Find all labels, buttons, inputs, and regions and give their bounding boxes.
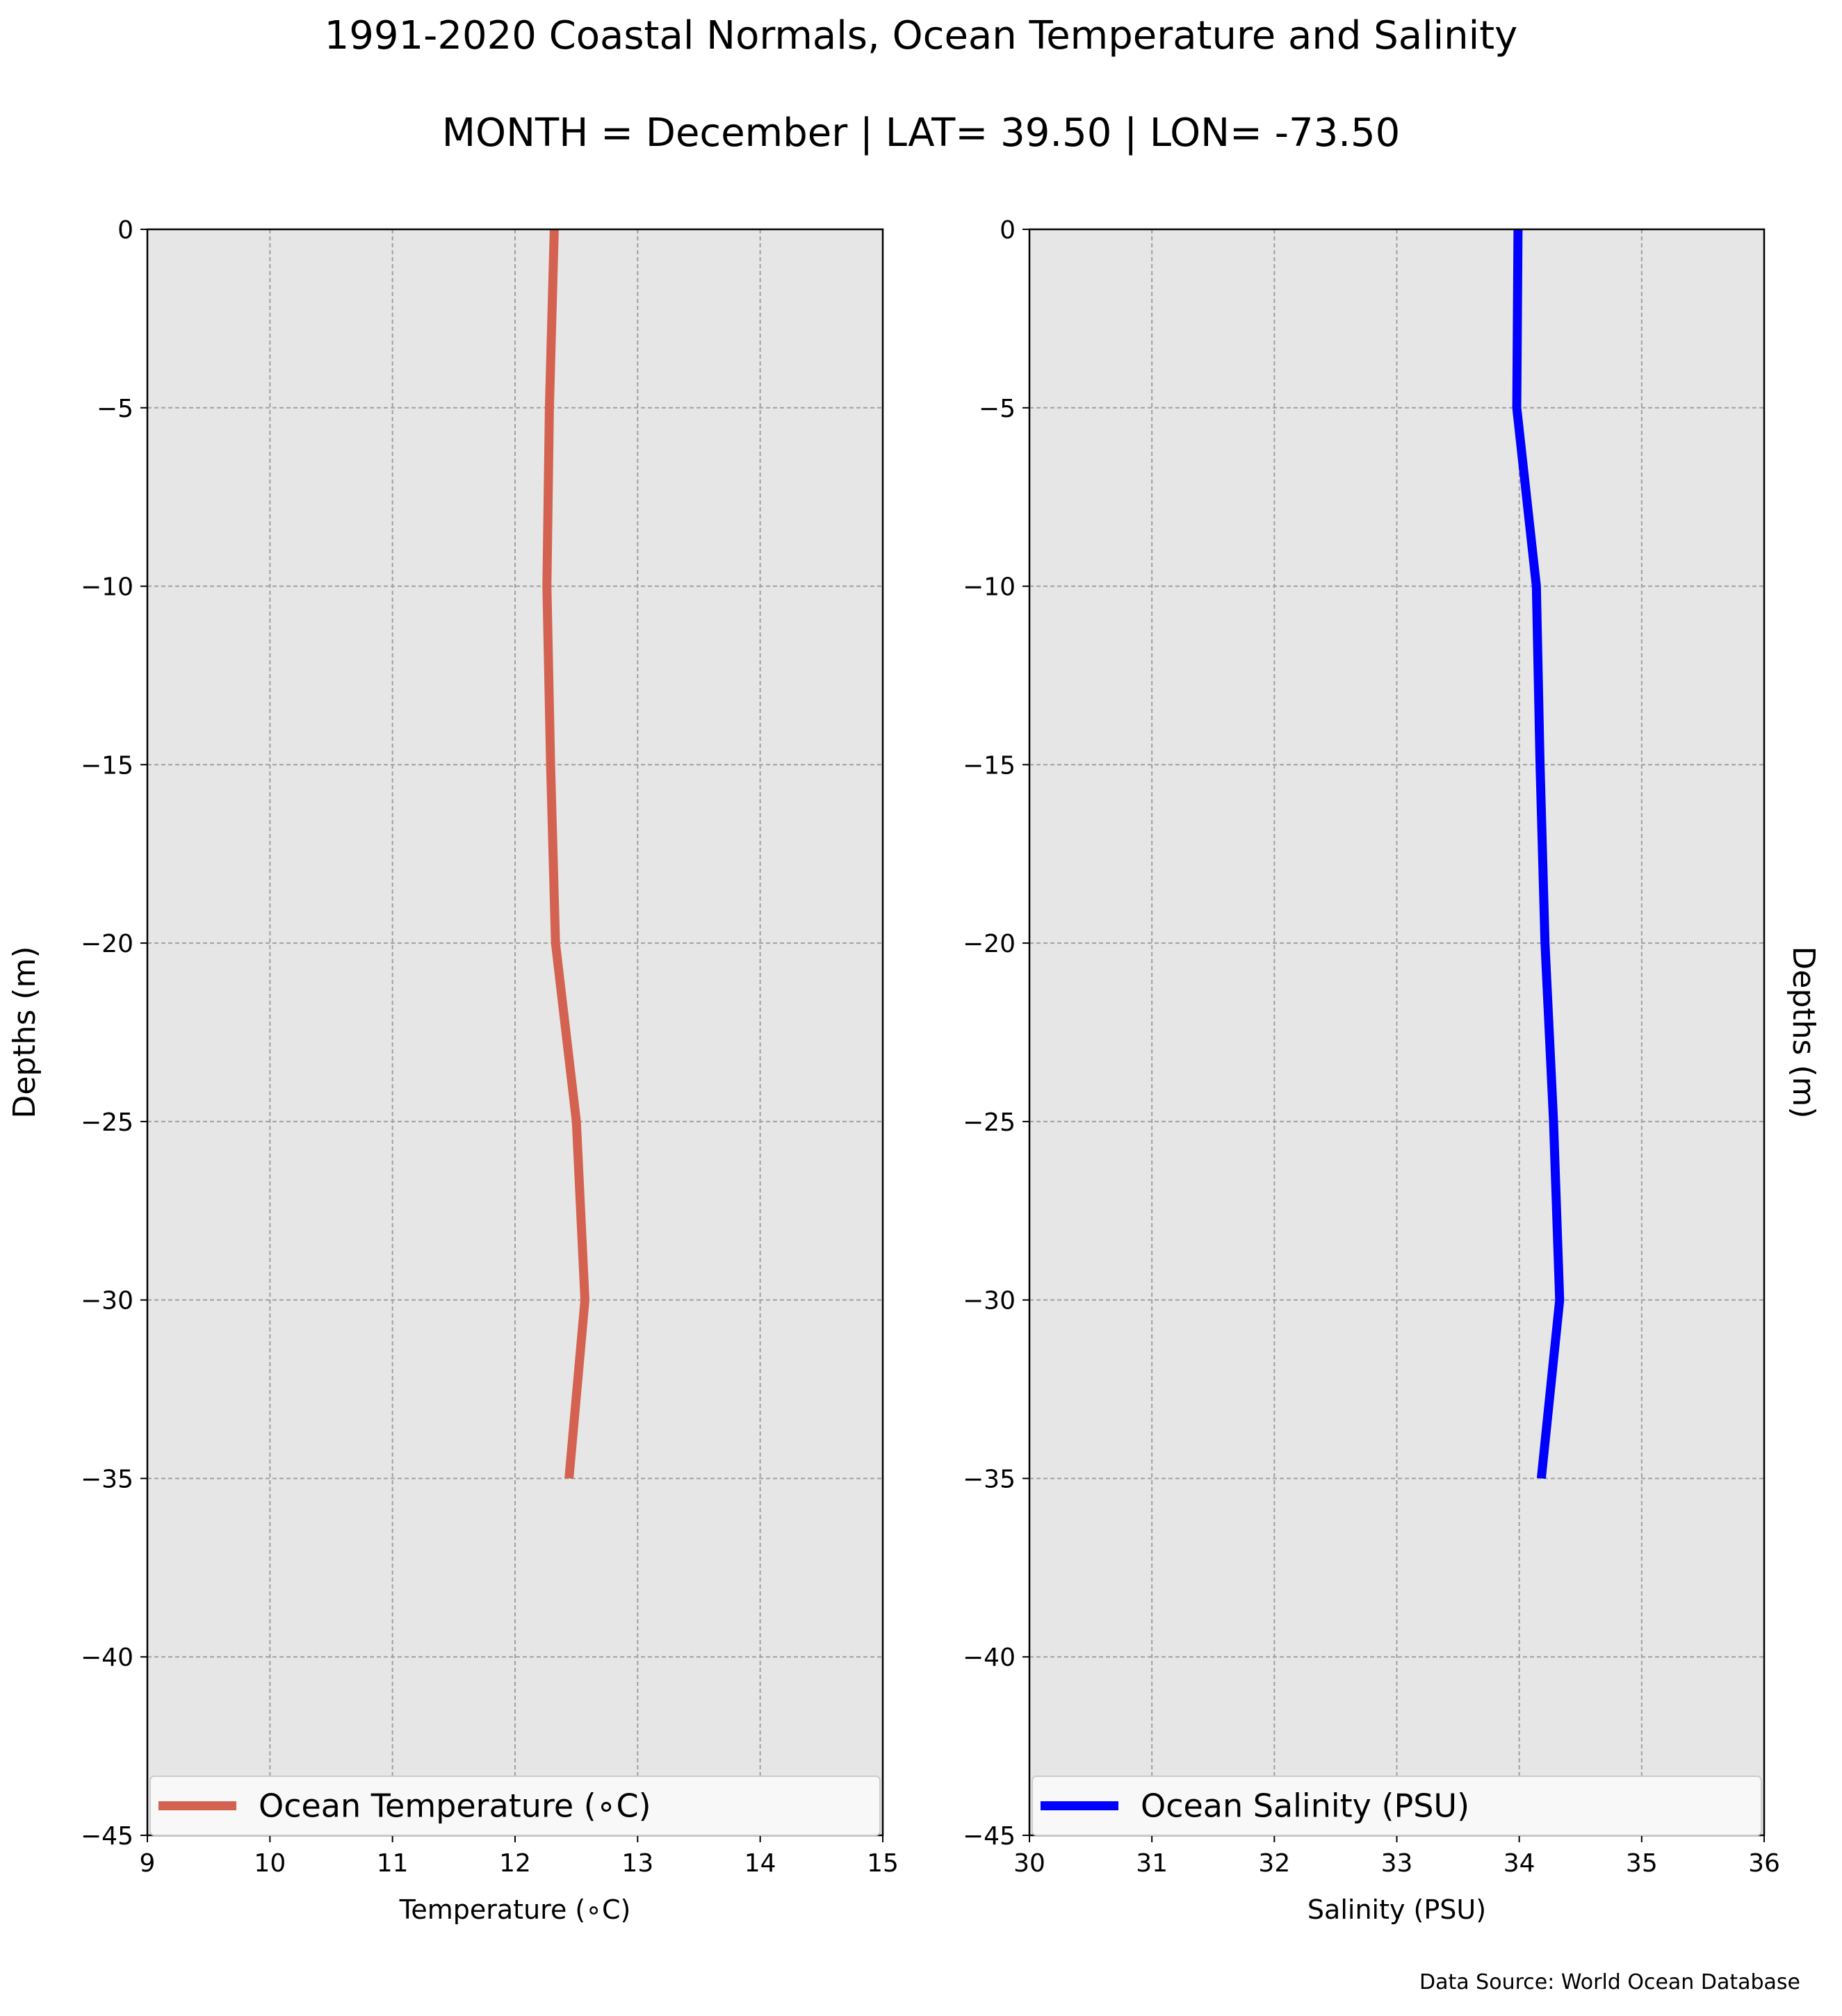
y-tick-label: 0 xyxy=(1000,216,1016,245)
x-tick-label: 34 xyxy=(1503,1849,1535,1878)
x-tick-label: 36 xyxy=(1748,1849,1780,1878)
x-tick-label: 10 xyxy=(254,1849,286,1878)
x-tick-label: 31 xyxy=(1136,1849,1168,1878)
y-tick-label: −15 xyxy=(963,751,1016,780)
legend-label: Ocean Temperature (∘C) xyxy=(259,1787,651,1825)
y-tick-label: −40 xyxy=(963,1644,1016,1672)
legend-box xyxy=(149,1776,881,1836)
y-tick-label: −10 xyxy=(81,573,133,602)
chart-panels: 9 10 11 12 13 14 15 0 −5 −10 −15 −20 −25 −30 −35 −40 −45… xyxy=(7,216,1821,1925)
y-tick-label: −5 xyxy=(979,395,1016,423)
y-tick-label: −25 xyxy=(963,1108,1016,1137)
chart-subtitle: MONTH = December | LAT= 39.50 | LON= -73… xyxy=(442,110,1401,156)
y-tick-label: −35 xyxy=(963,1465,1016,1493)
x-tick-label: 15 xyxy=(867,1849,899,1878)
chart-panel-1: 9 10 11 12 13 14 15 0 −5 −10 −15 −20 −25 −30 −35 −40 −45… xyxy=(7,216,899,1925)
y-tick-label: −10 xyxy=(963,573,1016,602)
x-axis-label: Temperature (∘C) xyxy=(399,1894,631,1925)
y-axis-label: Depths (m) xyxy=(7,946,42,1118)
x-tick-label: 12 xyxy=(499,1849,531,1878)
y-tick-label: −5 xyxy=(97,395,133,423)
x-tick-label: 35 xyxy=(1626,1849,1658,1878)
y-tick-label: −40 xyxy=(81,1644,133,1672)
series-line xyxy=(542,229,590,1479)
chart-title: 1991-2020 Coastal Normals, Ocean Tempera… xyxy=(325,13,1518,58)
chart-panel-2: 30 31 32 33 34 35 36 0 −5 −10 −15 −20 −25 −30 −35 −40 −4… xyxy=(963,216,1821,1925)
x-tick-label: 30 xyxy=(1013,1849,1045,1878)
y-tick-label: −15 xyxy=(81,751,133,780)
x-tick-label: 9 xyxy=(140,1849,156,1878)
y-tick-label: −30 xyxy=(81,1287,133,1316)
legend-label: Ocean Salinity (PSU) xyxy=(1141,1787,1469,1825)
x-tick-label: 32 xyxy=(1258,1849,1290,1878)
y-tick-label: −30 xyxy=(963,1287,1016,1316)
x-tick-label: 11 xyxy=(377,1849,409,1878)
y-tick-label: −45 xyxy=(81,1822,133,1851)
legend-box xyxy=(1032,1776,1762,1836)
y-tick-label: 0 xyxy=(117,216,133,245)
x-tick-label: 14 xyxy=(744,1849,776,1878)
y-tick-label: −45 xyxy=(963,1822,1016,1851)
y-axis-label: Depths (m) xyxy=(1786,946,1821,1118)
y-tick-label: −25 xyxy=(81,1108,133,1137)
y-tick-label: −35 xyxy=(81,1465,133,1493)
y-tick-label: −20 xyxy=(963,930,1016,958)
x-tick-label: 33 xyxy=(1381,1849,1413,1878)
y-tick-label: −20 xyxy=(81,930,133,958)
x-axis-label: Salinity (PSU) xyxy=(1307,1894,1486,1925)
x-tick-label: 13 xyxy=(621,1849,653,1878)
series-line xyxy=(1512,229,1565,1480)
source-note: Data Source: World Ocean Database xyxy=(1419,1970,1800,1994)
